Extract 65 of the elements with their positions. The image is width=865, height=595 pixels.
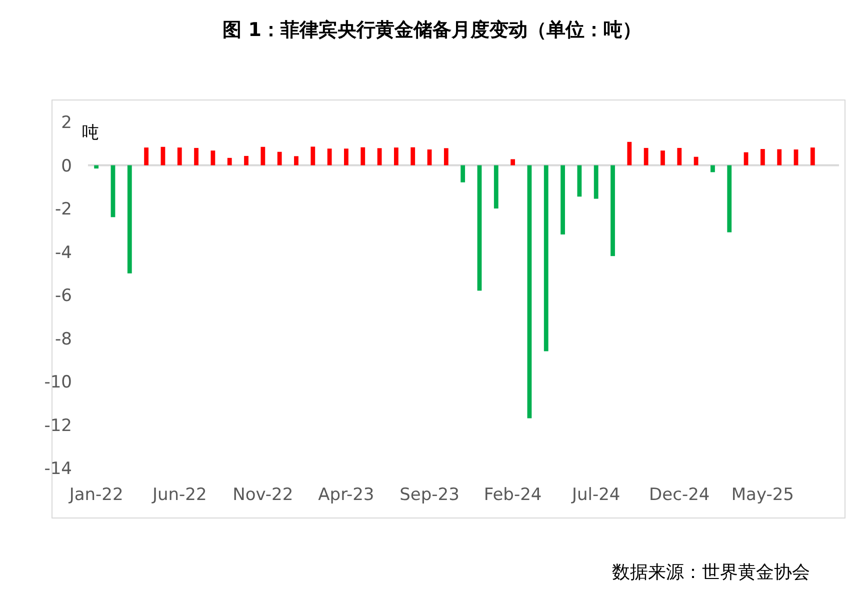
bar [160, 146, 166, 166]
x-tick-label: Nov-22 [232, 485, 294, 505]
y-axis-title: 吨 [82, 123, 99, 143]
y-tick-label: -4 [55, 242, 72, 263]
bar [610, 165, 615, 256]
bar [577, 165, 582, 197]
bar [627, 142, 632, 166]
bar [727, 165, 732, 232]
bar [310, 146, 316, 166]
source-note: 数据来源：世界黄金协会 [612, 562, 810, 583]
bar [394, 148, 398, 166]
bar [427, 149, 432, 166]
y-tick-label: 2 [61, 113, 72, 133]
bar [177, 148, 182, 166]
bar [110, 165, 116, 218]
y-tick-label: -12 [44, 416, 72, 436]
bar [644, 148, 648, 166]
y-tick-label: -8 [55, 329, 72, 350]
y-tick-label: -6 [55, 286, 72, 306]
bar [594, 165, 598, 199]
bar [327, 148, 332, 166]
bar [277, 152, 282, 166]
x-tick-label: Jan-22 [68, 485, 124, 505]
bar [127, 165, 132, 274]
bar [377, 148, 382, 166]
bar [744, 152, 748, 166]
bar [194, 148, 198, 166]
x-tick-label: Feb-24 [484, 485, 542, 505]
bar [410, 147, 416, 166]
y-tick-label: -2 [55, 200, 72, 220]
bar [444, 148, 448, 166]
bar [360, 147, 366, 166]
bar [694, 156, 698, 166]
bar [210, 150, 216, 166]
bar [144, 148, 149, 166]
bar [344, 148, 348, 166]
y-tick-label: -14 [44, 459, 72, 479]
bar [294, 156, 298, 166]
bar [760, 149, 765, 166]
x-tick-label: May-25 [731, 485, 794, 505]
x-tick-label: Jun-22 [151, 485, 207, 505]
x-tick-label: Jul-24 [570, 485, 620, 505]
y-tick-label: 0 [61, 156, 72, 176]
bar [710, 165, 715, 172]
bar [494, 165, 498, 208]
bar [777, 149, 782, 166]
x-tick-label: Sep-23 [400, 485, 460, 505]
x-tick-label: Apr-23 [318, 485, 374, 505]
bar [560, 165, 565, 234]
bar [660, 150, 665, 166]
bar [794, 149, 798, 166]
bar [244, 156, 248, 166]
bar [260, 146, 266, 166]
bar [94, 165, 99, 168]
y-tick-label: -10 [44, 372, 72, 392]
x-tick-label: Dec-24 [649, 485, 710, 505]
bar [544, 165, 548, 352]
bar [527, 165, 532, 418]
bar [227, 158, 232, 166]
bar [677, 148, 682, 166]
bar [510, 159, 516, 166]
bar [477, 165, 482, 291]
bar [460, 165, 466, 182]
chart-title: 图 1：菲律宾央行黄金储备月度变动（单位：吨） [222, 19, 642, 41]
bar [810, 148, 815, 166]
